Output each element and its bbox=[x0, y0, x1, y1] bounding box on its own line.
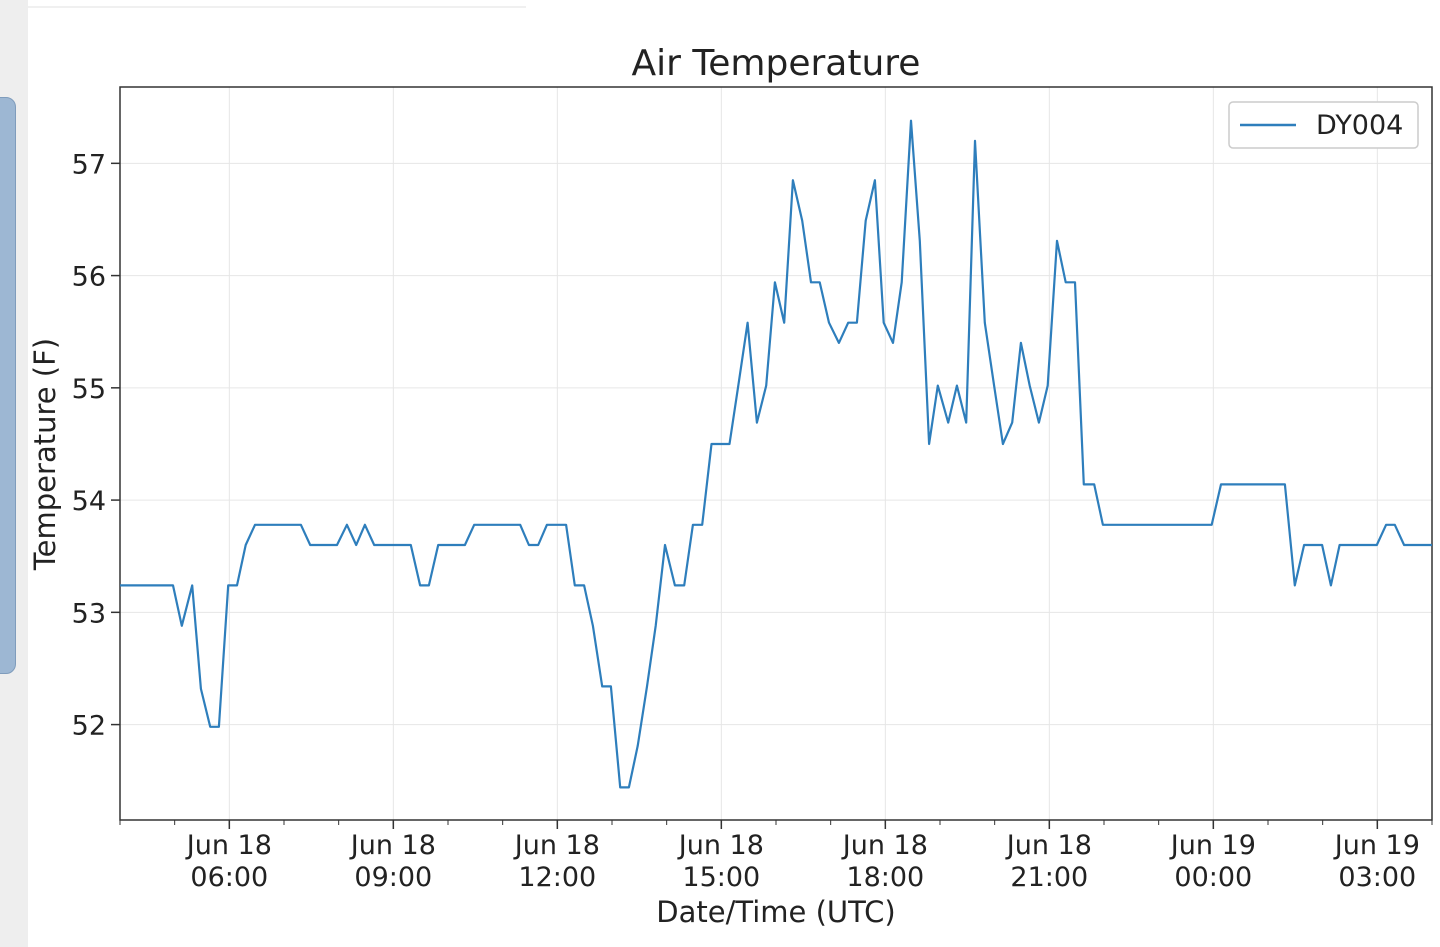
x-tick-label-date: Jun 18 bbox=[841, 830, 928, 861]
x-tick-label-time: 00:00 bbox=[1174, 862, 1252, 893]
y-tick-label: 54 bbox=[72, 486, 106, 517]
y-tick-label: 53 bbox=[72, 598, 106, 629]
x-tick-label-date: Jun 18 bbox=[513, 830, 600, 861]
series-layer bbox=[119, 119, 1433, 789]
x-tick-label-time: 03:00 bbox=[1338, 862, 1416, 893]
x-tick-label-date: Jun 19 bbox=[1333, 830, 1420, 861]
x-tick-label-date: Jun 18 bbox=[349, 830, 436, 861]
legend-box bbox=[1228, 101, 1419, 149]
x-tick-label-date: Jun 19 bbox=[1169, 830, 1256, 861]
x-tick-label-date: Jun 18 bbox=[1005, 830, 1092, 861]
top-divider bbox=[28, 6, 526, 8]
y-tick-label: 55 bbox=[72, 374, 106, 405]
x-axis-label: Date/Time (UTC) bbox=[656, 895, 895, 929]
x-tick-label-time: 21:00 bbox=[1010, 862, 1088, 893]
y-tick-label: 56 bbox=[72, 262, 106, 293]
x-tick-label-time: 15:00 bbox=[682, 862, 760, 893]
series-line-dy004 bbox=[120, 119, 1432, 789]
x-tick-label-time: 06:00 bbox=[190, 862, 268, 893]
y-axis-label: Temperature (F) bbox=[28, 338, 62, 571]
x-tick-label-time: 12:00 bbox=[518, 862, 596, 893]
grid-lines bbox=[120, 87, 1432, 820]
x-tick-label-time: 18:00 bbox=[846, 862, 924, 893]
legend: DY004 bbox=[1228, 101, 1419, 149]
x-tick-label-date: Jun 18 bbox=[677, 830, 764, 861]
y-tick-label: 52 bbox=[72, 711, 106, 742]
plot-frame bbox=[119, 86, 1433, 821]
y-tick-label: 57 bbox=[72, 149, 106, 180]
side-panel-tab[interactable] bbox=[0, 97, 16, 674]
chart-title: Air Temperature bbox=[632, 43, 921, 84]
x-tick-label-date: Jun 18 bbox=[185, 830, 272, 861]
legend-label: DY004 bbox=[1316, 110, 1403, 141]
x-tick-label-time: 09:00 bbox=[354, 862, 432, 893]
